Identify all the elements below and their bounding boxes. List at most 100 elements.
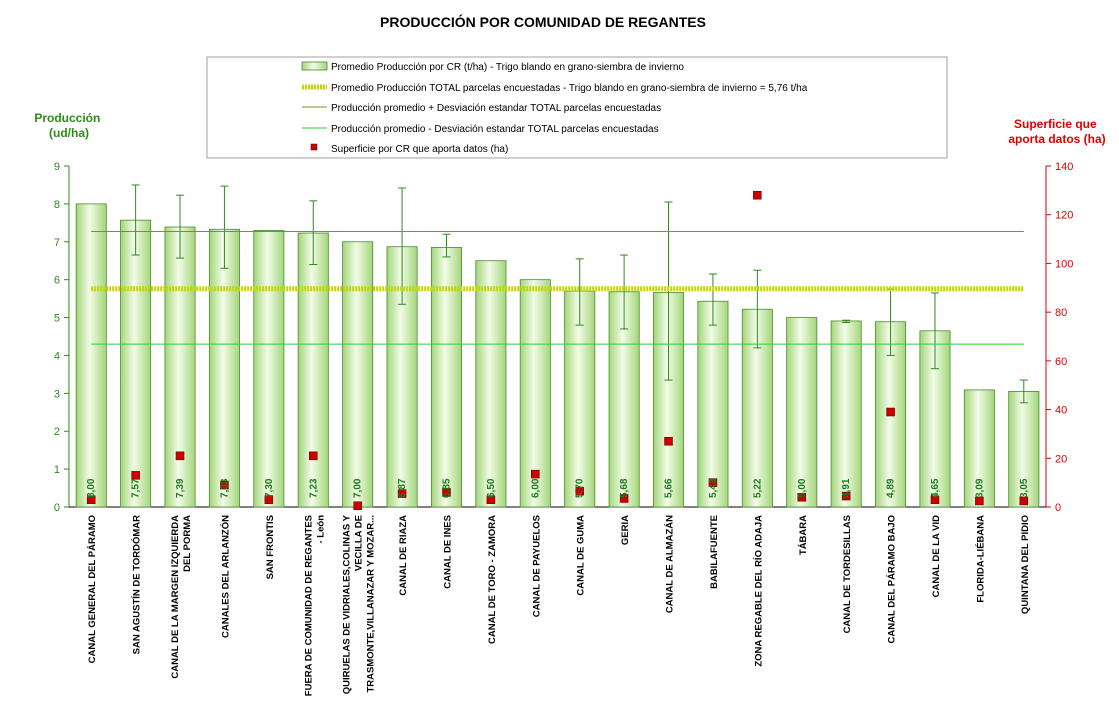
surface-marker [575, 486, 584, 496]
surface-marker [309, 451, 318, 461]
value-label: 5,66 [664, 478, 675, 498]
surface-marker [841, 491, 851, 501]
value-label: 6,00 [530, 478, 541, 498]
y2-axis-title-line-2: aporta datos (ha) [1008, 132, 1105, 146]
x-category-label: GERIA [620, 515, 631, 545]
value-label: 8,00 [86, 478, 97, 498]
y-axis-title: Producción (ud/ha) [34, 111, 103, 140]
y2-tick-label: 140 [1055, 161, 1073, 173]
y2-tick-label: 120 [1055, 210, 1073, 222]
x-category-label: CANAL DE RIAZA [398, 515, 409, 596]
y-tick-label: 9 [54, 161, 60, 173]
x-category-label: CANAL DE INES [442, 515, 453, 589]
x-category-label: CANAL DEL PÁRAMO BAJO [887, 515, 898, 643]
value-label: 7,00 [353, 478, 364, 498]
surface-marker [486, 495, 496, 504]
surface-marker [220, 480, 229, 490]
y-tick-label: 2 [54, 426, 60, 438]
legend-surface-swatch [310, 143, 318, 151]
value-labels-layer: 8,00 7,57 7,39 7,33 7,30 7,23 7,00 6,87 6,85 6,50… [86, 478, 1030, 498]
y-tick-label: 7 [54, 237, 60, 249]
surface-marker [797, 493, 806, 502]
y2-tick-label: 60 [1055, 356, 1067, 368]
bar [75, 203, 107, 508]
surface-marker [531, 469, 540, 479]
y-tick-label: 4 [54, 350, 60, 362]
value-label: 6,87 [397, 478, 408, 498]
bar [297, 232, 329, 508]
y-axis-title-line-2: (ud/ha) [49, 126, 89, 140]
value-label: 3,09 [974, 478, 985, 498]
y-axis-ticks: 0 1 2 3 4 5 6 7 8 9 [54, 161, 69, 514]
surface-marker [753, 190, 762, 200]
surface-marker [397, 489, 407, 498]
bar [342, 241, 374, 508]
value-label: 4,65 [930, 478, 941, 498]
x-category-label: FUERA DE COMUNIDAD DE REGANTES [303, 515, 314, 696]
x-category-label: CANAL DE TORDESILLAS [842, 515, 853, 633]
bar [564, 290, 596, 508]
y-tick-label: 3 [54, 388, 60, 400]
surface-marker [1019, 496, 1029, 506]
bar [653, 292, 685, 508]
surface-marker [619, 494, 629, 503]
value-label: 6,50 [486, 478, 497, 498]
legend-bar-label: Promedio Producción por CR (t/ha) - Trig… [331, 62, 684, 73]
value-label: 7,33 [219, 478, 230, 498]
bar [208, 228, 240, 508]
y-tick-label: 5 [54, 313, 60, 325]
legend-minus-std-label: Producción promedio - Desviación estanda… [331, 124, 659, 135]
x-category-label: CANAL DE TORO - ZAMORA [487, 515, 498, 644]
legend-surface-label: Superficie por CR que aporta datos (ha) [331, 144, 508, 155]
x-category-label: CANAL GENERAL DEL PÁRAMO [87, 515, 98, 663]
reference-lines-layer [91, 231, 1024, 345]
x-category-label: CANAL DE ALMAZÁN [665, 515, 676, 613]
value-label: 5,22 [752, 478, 763, 498]
x-category-label: CANALES DEL ARLANZÓN [219, 515, 231, 638]
value-label: 5,00 [797, 478, 808, 498]
x-category-label: VECILLA DE [354, 515, 365, 571]
value-label: 7,39 [175, 478, 186, 498]
value-label: 7,30 [264, 478, 275, 498]
x-category-label: TRASMONTE,VILLANAZAR Y MOZAR... [366, 515, 377, 693]
value-label: 4,91 [841, 478, 852, 498]
y2-axis-ticks: 0 20 40 60 80 100 120 140 [1046, 161, 1073, 514]
y2-tick-label: 0 [1055, 502, 1061, 514]
bar [1008, 391, 1040, 508]
value-label: 6,85 [441, 478, 452, 498]
surface-marker [975, 496, 984, 506]
y-tick-label: 1 [54, 464, 60, 476]
surface-marker [930, 495, 940, 504]
value-label: 3,05 [1019, 478, 1030, 498]
x-category-label: CANAL DE PAYUELOS [531, 515, 542, 617]
y2-tick-label: 20 [1055, 453, 1067, 465]
y-axis-title-line-1: Producción [34, 111, 100, 125]
x-category-label: FLORIDA-LIÉBANA [975, 515, 986, 603]
y2-tick-label: 100 [1055, 258, 1073, 270]
x-category-label: - León [315, 515, 326, 544]
y2-tick-label: 80 [1055, 307, 1067, 319]
legend-box [206, 56, 948, 159]
value-label: 5,43 [708, 478, 719, 498]
value-label: 5,70 [575, 478, 586, 498]
x-category-label: SAN AGUSTÍN DE TORDÓMAR [131, 515, 143, 654]
y-tick-label: 8 [54, 199, 60, 211]
chart-title: PRODUCCIÓN POR COMUNIDAD DE REGANTES [380, 13, 706, 30]
legend-plus-std-label: Producción promedio + Desviación estanda… [331, 103, 661, 114]
y2-tick-label: 40 [1055, 405, 1067, 417]
x-category-label: SAN FRONTIS [265, 515, 276, 579]
value-label: 7,57 [131, 478, 142, 498]
surface-marker [131, 471, 140, 480]
value-label: 7,23 [308, 478, 319, 498]
x-category-label: QUIRUELAS DE VIDRIALES,COLINAS Y [342, 514, 353, 694]
value-label: 5,68 [619, 478, 630, 498]
bar [830, 320, 862, 508]
bar [475, 260, 507, 508]
surface-marker [664, 436, 673, 446]
surface-marker [175, 451, 185, 461]
surface-marker [442, 488, 451, 497]
surface-marker [264, 495, 274, 504]
y2-axis-title-line-1: Superficie que [1014, 117, 1097, 131]
x-category-label: CANAL DE GUMA [576, 515, 587, 596]
